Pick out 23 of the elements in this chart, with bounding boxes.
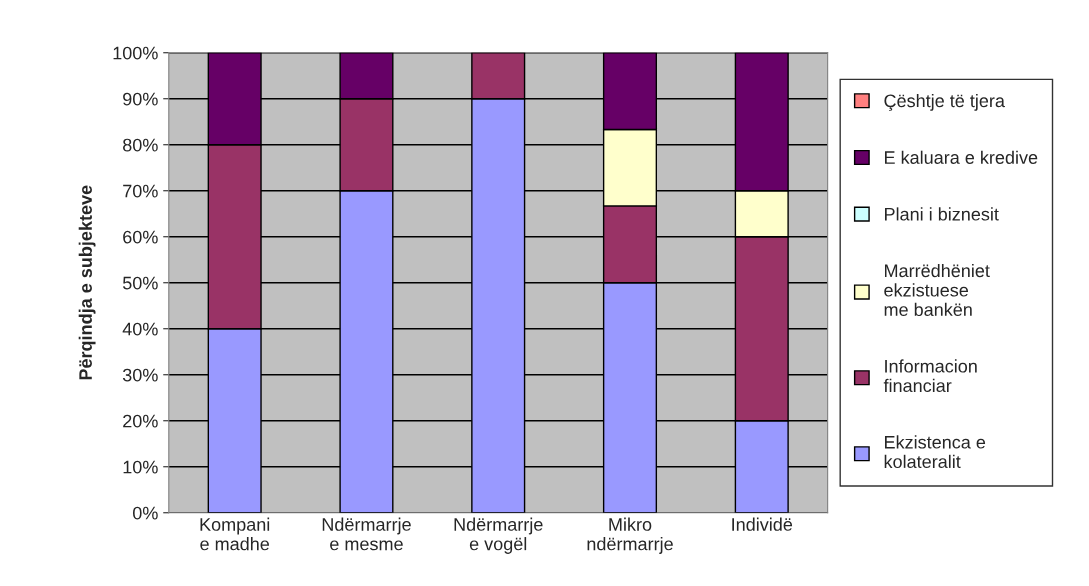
y-tick-label: 60% [123,230,158,244]
y-tick-label: 80% [123,138,158,152]
x-tick-label: Ndërmarrje e vogël [454,517,543,554]
x-tick-label: Ndërmarrje e mesme [322,517,411,551]
y-axis-title: Përqindja e subjekteve [78,185,96,380]
y-tick-label: 90% [123,92,158,106]
y-tick-label: 20% [123,414,158,428]
legend-label: Plani i biznesit [885,207,999,221]
legend-label: Ekzistenca e kolateralit [884,435,986,469]
y-tick-label: 30% [122,368,158,382]
y-tick-label: 50% [122,276,158,290]
y-tick-label: 40% [122,322,158,336]
y-tick-label: 10% [123,460,158,474]
legend-label: Informacion financiar [883,359,977,393]
x-tick-label: Individë [732,517,793,531]
y-tick-label: 100% [113,46,158,60]
y-tick-label: 70% [123,184,158,198]
x-tick-label: Kompani e madhe [200,517,270,551]
legend-label: Marrëdhëniet ekzistuese me bankën [884,263,990,317]
legend-label: Çështje të tjera [884,93,1005,111]
legend-label: E kaluara e kredive [885,150,1038,164]
x-tick-label: Mikro ndërmarrje [587,517,673,554]
y-tick-label: 0% [132,506,158,520]
